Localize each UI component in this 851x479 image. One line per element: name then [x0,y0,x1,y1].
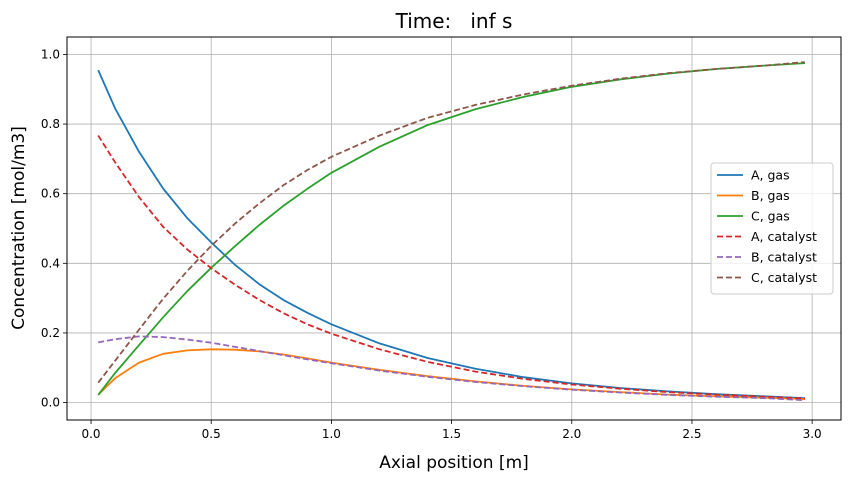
legend-label: A, catalyst [751,229,817,244]
axes-frame [66,36,842,421]
legend-label: C, gas [751,209,790,224]
legend-label: B, catalyst [751,250,817,265]
x-tick-label: 0.0 [81,427,100,441]
chart-title: Time: inf s [395,9,513,33]
y-tick-label: 0.4 [41,256,60,270]
y-axis-label: Concentration [mol/m3] [9,126,29,330]
series-line-a-catalyst [97,135,805,400]
legend-label: B, gas [751,188,790,203]
y-tick-label: 0.6 [41,187,60,201]
y-tick-label: 0.8 [41,117,60,131]
x-tick-label: 1.0 [322,427,341,441]
y-tick-label: 1.0 [41,47,60,61]
x-tick-label: 1.5 [442,427,461,441]
legend-label: C, catalyst [751,270,817,285]
series-line-b-catalyst [98,335,805,402]
plot-lines [97,61,805,402]
y-tick-label: 0.2 [41,326,60,340]
x-tick-label: 2.5 [682,427,701,441]
x-tick-label: 3.0 [803,427,822,441]
legend-label: A, gas [751,168,790,183]
x-tick-label: 2.0 [562,427,581,441]
x-axis-label: Axial position [m] [379,453,529,473]
y-tick-label: 0.0 [41,396,60,410]
series-line-c-catalyst [97,61,805,384]
legend: A, gas B, gas C, gas A, catalyst B, catalyst… [710,162,834,295]
x-tick-label: 0.5 [202,427,221,441]
axis-ticks: 0.0 0.5 1.0 1.5 2.0 2.5 3.0 0.0 0.2 0.4 0.6 0.8 1.0 [41,47,822,441]
